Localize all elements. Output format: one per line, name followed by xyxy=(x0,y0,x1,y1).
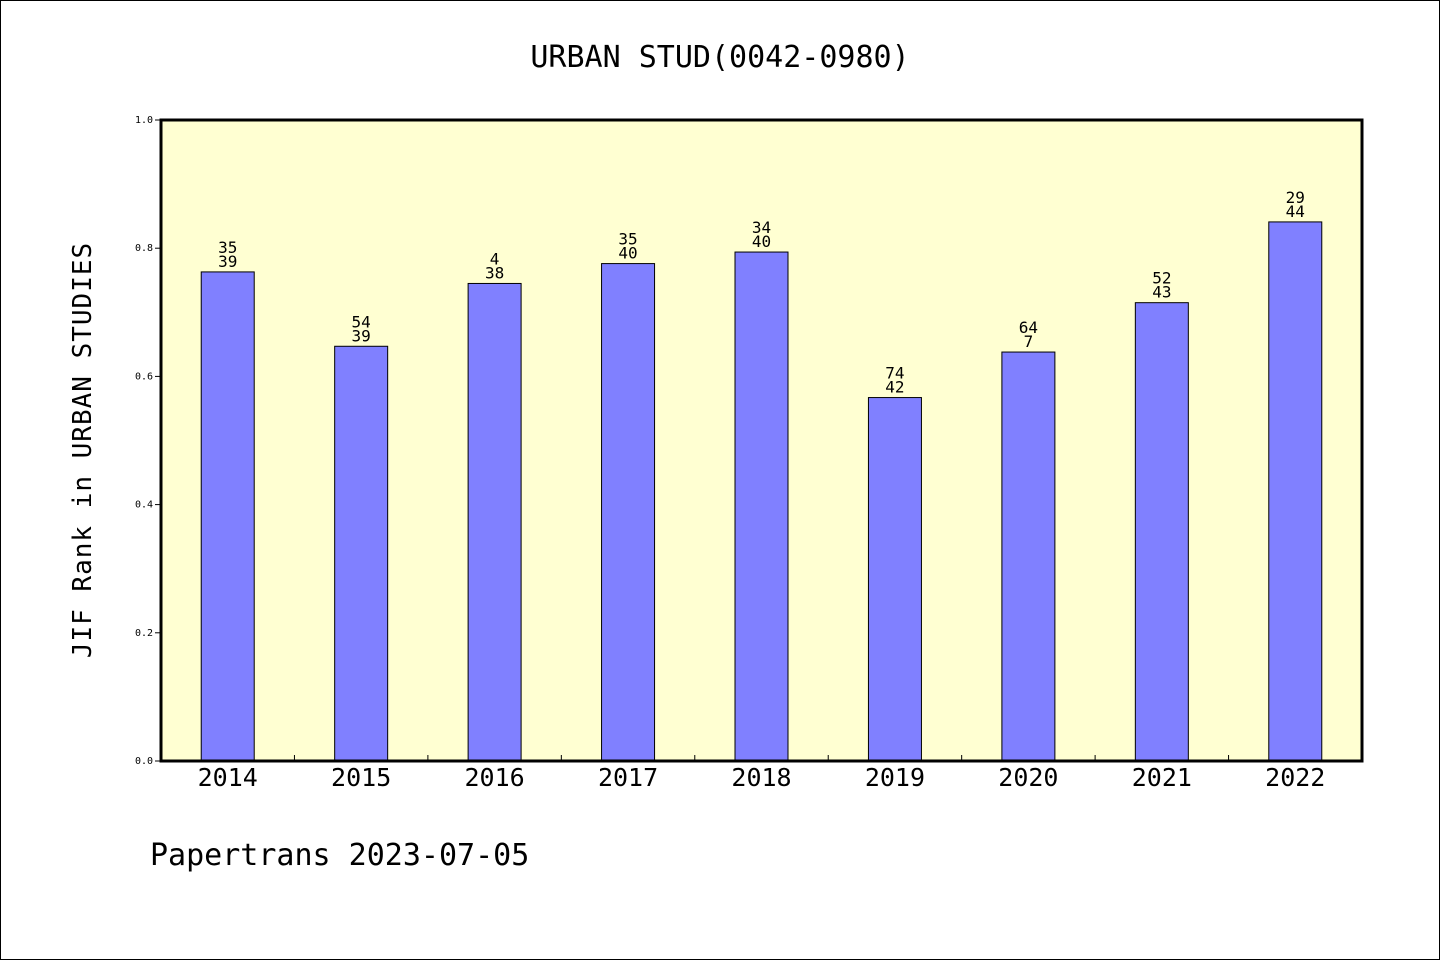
x-tick-label: 2020 xyxy=(998,763,1058,792)
y-tick-label: 0.2 xyxy=(135,628,153,639)
bar-2019 xyxy=(867,397,922,762)
data-label-bottom: 40 xyxy=(752,232,771,251)
bar-2018 xyxy=(734,251,789,762)
data-label-bottom: 42 xyxy=(885,378,904,397)
data-label-bottom: 43 xyxy=(1152,283,1171,302)
data-label-bottom: 38 xyxy=(485,263,504,282)
data-label-top: 64 xyxy=(1019,318,1038,337)
chart-title: URBAN STUD(0042-0980) xyxy=(530,40,909,75)
x-tick-label: 2019 xyxy=(865,763,925,792)
bar-2014 xyxy=(200,271,255,762)
x-tick-label: 2014 xyxy=(198,763,258,792)
data-label-bottom: 44 xyxy=(1286,202,1305,221)
x-tick-label: 2018 xyxy=(731,763,791,792)
data-label-bottom: 39 xyxy=(218,252,237,271)
y-tick-label: 1.0 xyxy=(135,115,153,126)
x-tick-label: 2017 xyxy=(598,763,658,792)
data-label-bottom: 39 xyxy=(352,326,371,345)
data-label-top: 4 xyxy=(490,249,500,268)
data-label-top: 34 xyxy=(752,218,771,237)
data-label-top: 52 xyxy=(1152,269,1171,288)
bar-2016 xyxy=(467,282,522,762)
data-label-top: 74 xyxy=(885,364,904,383)
data-label-top: 54 xyxy=(352,312,371,331)
bar-2021 xyxy=(1134,302,1189,762)
y-axis-label: JIF Rank in URBAN STUDIES xyxy=(68,242,98,658)
data-label-top: 35 xyxy=(618,230,637,249)
x-axis-ticks: 2014 2015 2016 2017 2018 2019 2020 2021 2022 xyxy=(198,755,1325,792)
bar-2022 xyxy=(1268,221,1323,762)
footer-text: Papertrans 2023-07-05 xyxy=(150,838,529,873)
y-tick-label: 0.8 xyxy=(135,243,153,254)
y-axis-ticks: 0.0 0.2 0.4 0.6 0.8 1.0 xyxy=(135,115,161,767)
x-tick-label: 2021 xyxy=(1132,763,1192,792)
bar-2020 xyxy=(1001,351,1056,762)
data-label-bottom: 7 xyxy=(1024,332,1034,351)
x-tick-label: 2022 xyxy=(1265,763,1325,792)
x-tick-label: 2016 xyxy=(465,763,525,792)
data-label-top: 29 xyxy=(1286,188,1305,207)
y-tick-label: 0.4 xyxy=(135,500,153,511)
y-tick-label: 0.6 xyxy=(135,371,153,382)
bar-2015 xyxy=(334,345,389,762)
data-label-bottom: 40 xyxy=(618,244,637,263)
bar-2017 xyxy=(601,263,656,762)
plot-border xyxy=(159,118,1364,763)
bars xyxy=(200,221,1323,762)
data-label-top: 35 xyxy=(218,238,237,257)
x-tick-label: 2015 xyxy=(331,763,391,792)
y-tick-label: 0.0 xyxy=(135,756,153,767)
